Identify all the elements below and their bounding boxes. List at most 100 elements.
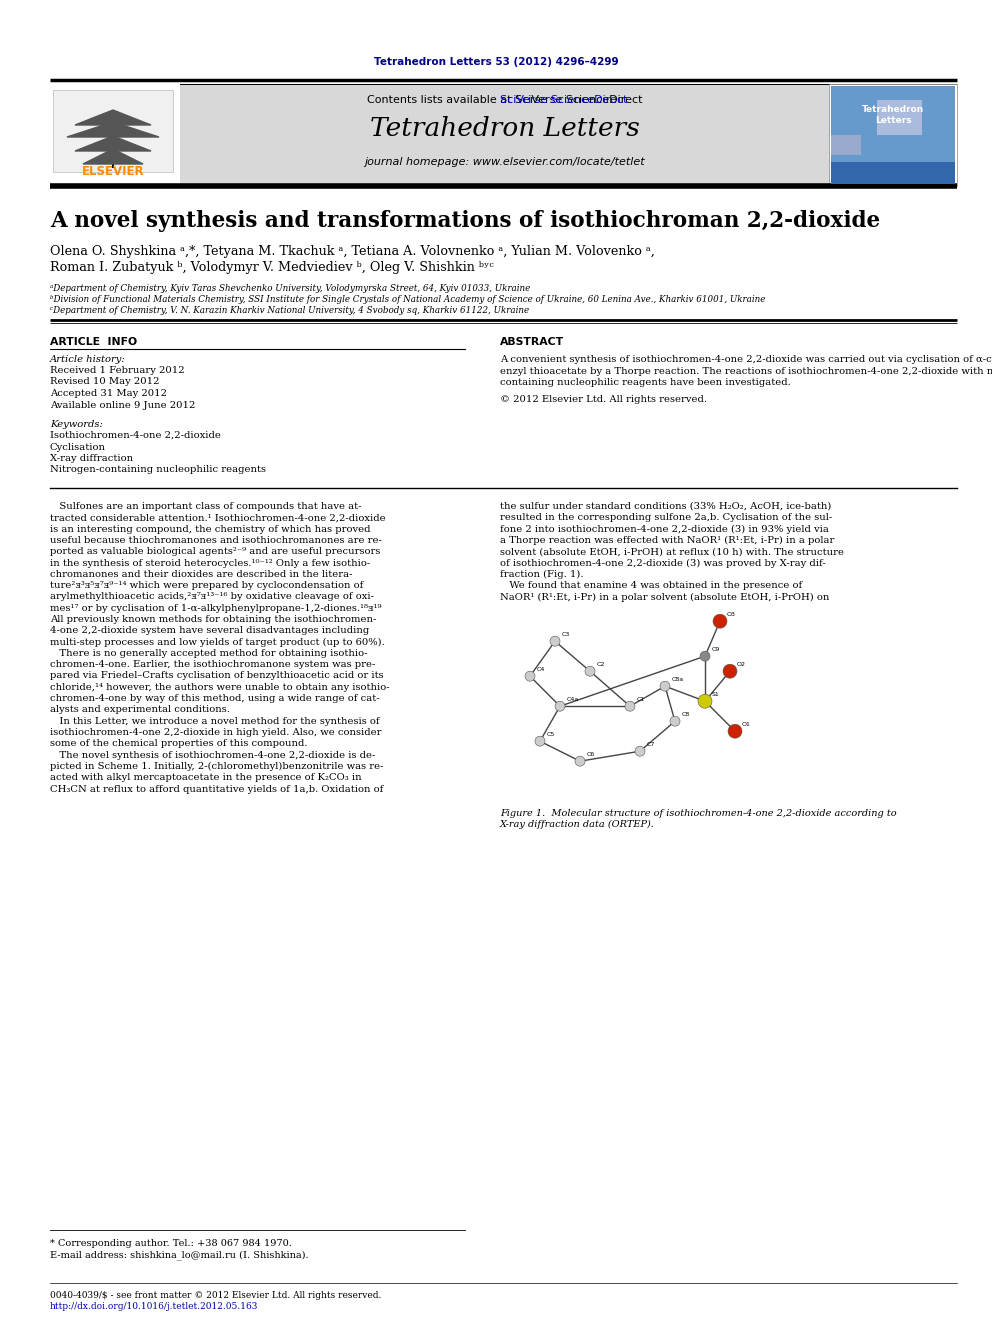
Text: the sulfur under standard conditions (33% H₂O₂, AcOH, ice-bath): the sulfur under standard conditions (33… bbox=[500, 501, 831, 511]
Text: ABSTRACT: ABSTRACT bbox=[500, 337, 564, 347]
Bar bbox=[831, 135, 861, 155]
Text: ᵃDepartment of Chemistry, Kyiv Taras Shevchenko University, Volodymyrska Street,: ᵃDepartment of Chemistry, Kyiv Taras She… bbox=[50, 284, 531, 292]
Text: a Thorpe reaction was effected with NaOR¹ (R¹:Et, i-Pr) in a polar: a Thorpe reaction was effected with NaOR… bbox=[500, 536, 834, 545]
Bar bbox=[831, 161, 955, 184]
Text: There is no generally accepted method for obtaining isothio-: There is no generally accepted method fo… bbox=[50, 648, 367, 658]
Text: of isothiochromen-4-one 2,2-dioxide (3) was proved by X-ray dif-: of isothiochromen-4-one 2,2-dioxide (3) … bbox=[500, 558, 825, 568]
Text: C2: C2 bbox=[597, 663, 605, 667]
Text: is an interesting compound, the chemistry of which has proved: is an interesting compound, the chemistr… bbox=[50, 525, 370, 533]
Text: Olena O. Shyshkina ᵃ,*, Tetyana M. Tkachuk ᵃ, Tetiana A. Volovnenko ᵃ, Yulian M.: Olena O. Shyshkina ᵃ,*, Tetyana M. Tkach… bbox=[50, 245, 655, 258]
Circle shape bbox=[550, 636, 560, 646]
Text: C4: C4 bbox=[537, 667, 546, 672]
Text: Isothiochromen-4-one 2,2-dioxide: Isothiochromen-4-one 2,2-dioxide bbox=[50, 431, 221, 441]
Text: E-mail address: shishkina_lo@mail.ru (I. Shishkina).: E-mail address: shishkina_lo@mail.ru (I.… bbox=[50, 1250, 309, 1259]
Text: Roman I. Zubatyuk ᵇ, Volodymyr V. Medviediev ᵇ, Oleg V. Shishkin ᵇʸᶜ: Roman I. Zubatyuk ᵇ, Volodymyr V. Medvie… bbox=[50, 261, 494, 274]
Circle shape bbox=[555, 701, 565, 712]
Text: Tetrahedron Letters 53 (2012) 4296–4299: Tetrahedron Letters 53 (2012) 4296–4299 bbox=[374, 57, 618, 67]
Text: S1: S1 bbox=[712, 692, 720, 697]
Text: mes¹⁷ or by cyclisation of 1-α-alkylphenylpropane-1,2-diones.¹⁸ⱻ¹⁹: mes¹⁷ or by cyclisation of 1-α-alkylphen… bbox=[50, 603, 382, 613]
Text: C5: C5 bbox=[547, 732, 556, 737]
Text: O1: O1 bbox=[742, 722, 751, 728]
Bar bbox=[50, 83, 957, 187]
Circle shape bbox=[723, 664, 737, 679]
Text: arylmethylthioacetic acids,²ⱻ⁷ⱻ¹³⁻¹⁶ by oxidative cleavage of oxi-: arylmethylthioacetic acids,²ⱻ⁷ⱻ¹³⁻¹⁶ by … bbox=[50, 593, 374, 602]
Text: C8: C8 bbox=[682, 712, 690, 717]
Text: picted in Scheme 1. Initially, 2-(chloromethyl)benzonitrile was re-: picted in Scheme 1. Initially, 2-(chloro… bbox=[50, 762, 384, 771]
Circle shape bbox=[700, 651, 710, 662]
Text: alysts and experimental conditions.: alysts and experimental conditions. bbox=[50, 705, 230, 714]
Text: Accepted 31 May 2012: Accepted 31 May 2012 bbox=[50, 389, 167, 398]
Circle shape bbox=[713, 614, 727, 628]
Text: Sulfones are an important class of compounds that have at-: Sulfones are an important class of compo… bbox=[50, 501, 361, 511]
Bar bbox=[50, 83, 180, 187]
Circle shape bbox=[525, 671, 535, 681]
Circle shape bbox=[535, 736, 545, 746]
Text: Cyclisation: Cyclisation bbox=[50, 442, 106, 451]
Bar bbox=[831, 86, 955, 184]
Text: fraction (Fig. 1).: fraction (Fig. 1). bbox=[500, 570, 583, 579]
Text: SciVerse ScienceDirect: SciVerse ScienceDirect bbox=[500, 95, 627, 105]
Bar bbox=[829, 83, 957, 187]
Text: chromanones and their dioxides are described in the litera-: chromanones and their dioxides are descr… bbox=[50, 570, 352, 578]
Text: Received 1 February 2012: Received 1 February 2012 bbox=[50, 366, 185, 374]
Polygon shape bbox=[75, 110, 151, 124]
Text: C1: C1 bbox=[637, 697, 645, 703]
Polygon shape bbox=[75, 136, 151, 151]
Text: solvent (absolute EtOH, i-PrOH) at reflux (10 h) with. The structure: solvent (absolute EtOH, i-PrOH) at reflu… bbox=[500, 548, 844, 556]
Text: C9: C9 bbox=[712, 647, 720, 652]
Polygon shape bbox=[83, 149, 143, 164]
Text: 0040-4039/$ - see front matter © 2012 Elsevier Ltd. All rights reserved.: 0040-4039/$ - see front matter © 2012 El… bbox=[50, 1291, 381, 1301]
Text: ELSEVIER: ELSEVIER bbox=[81, 165, 144, 179]
Text: CH₃CN at reflux to afford quantitative yields of 1a,b. Oxidation of: CH₃CN at reflux to afford quantitative y… bbox=[50, 785, 383, 794]
Circle shape bbox=[625, 701, 635, 712]
Text: journal homepage: www.elsevier.com/locate/tetlet: journal homepage: www.elsevier.com/locat… bbox=[364, 157, 645, 167]
Text: pared via Friedel–Crafts cyclisation of benzylthioacetic acid or its: pared via Friedel–Crafts cyclisation of … bbox=[50, 672, 384, 680]
Text: useful because thiochromanones and isothiochromanones are re-: useful because thiochromanones and isoth… bbox=[50, 536, 382, 545]
Text: A convenient synthesis of isothiochromen-4-one 2,2-dioxide was carried out via c: A convenient synthesis of isothiochromen… bbox=[500, 355, 992, 364]
Text: enzyl thioacetate by a Thorpe reaction. The reactions of isothiochromen-4-one 2,: enzyl thioacetate by a Thorpe reaction. … bbox=[500, 366, 992, 376]
Text: chromen-4-one by way of this method, using a wide range of cat-: chromen-4-one by way of this method, usi… bbox=[50, 695, 380, 703]
Text: * Corresponding author. Tel.: +38 067 984 1970.: * Corresponding author. Tel.: +38 067 98… bbox=[50, 1240, 292, 1248]
Circle shape bbox=[728, 724, 742, 738]
Text: O2: O2 bbox=[737, 663, 746, 667]
Bar bbox=[877, 101, 922, 135]
Text: Keywords:: Keywords: bbox=[50, 419, 103, 429]
Text: tracted considerable attention.¹ Isothiochromen-4-one 2,2-dioxide: tracted considerable attention.¹ Isothio… bbox=[50, 513, 386, 523]
Text: in the synthesis of steroid heterocycles.¹⁰⁻¹² Only a few isothio-: in the synthesis of steroid heterocycles… bbox=[50, 558, 370, 568]
Text: fone 2 into isothiochromen-4-one 2,2-dioxide (3) in 93% yield via: fone 2 into isothiochromen-4-one 2,2-dio… bbox=[500, 525, 829, 533]
Text: A novel synthesis and transformations of isothiochroman 2,2-dioxide: A novel synthesis and transformations of… bbox=[50, 210, 880, 232]
Text: © 2012 Elsevier Ltd. All rights reserved.: © 2012 Elsevier Ltd. All rights reserved… bbox=[500, 396, 707, 404]
Text: chromen-4-one. Earlier, the isothiochromanone system was pre-: chromen-4-one. Earlier, the isothiochrom… bbox=[50, 660, 375, 669]
Text: We found that enamine 4 was obtained in the presence of: We found that enamine 4 was obtained in … bbox=[500, 581, 803, 590]
Text: ᶜDepartment of Chemistry, V. N. Karazin Kharkiv National University, 4 Svobody s: ᶜDepartment of Chemistry, V. N. Karazin … bbox=[50, 306, 529, 315]
Text: ture²ⱻ³ⱻ⁵ⱻ⁷ⱻ⁹⁻¹⁴ which were prepared by cyclocondensation of: ture²ⱻ³ⱻ⁵ⱻ⁷ⱻ⁹⁻¹⁴ which were prepared by … bbox=[50, 581, 363, 590]
Text: Available online 9 June 2012: Available online 9 June 2012 bbox=[50, 401, 195, 410]
Text: ᵇDivision of Functional Materials Chemistry, SSI Institute for Single Crystals o: ᵇDivision of Functional Materials Chemis… bbox=[50, 295, 766, 304]
Text: C8a: C8a bbox=[672, 677, 684, 683]
Polygon shape bbox=[67, 122, 159, 138]
Text: chloride,¹⁴ however, the authors were unable to obtain any isothio-: chloride,¹⁴ however, the authors were un… bbox=[50, 683, 390, 692]
Text: C3: C3 bbox=[562, 632, 570, 638]
Text: In this Letter, we introduce a novel method for the synthesis of: In this Letter, we introduce a novel met… bbox=[50, 717, 380, 726]
Text: isothiochromen-4-one 2,2-dioxide in high yield. Also, we consider: isothiochromen-4-one 2,2-dioxide in high… bbox=[50, 728, 382, 737]
Text: Article history:: Article history: bbox=[50, 355, 126, 364]
Text: Tetrahedron
Letters: Tetrahedron Letters bbox=[862, 106, 925, 124]
Bar bbox=[53, 90, 173, 172]
Text: C7: C7 bbox=[647, 742, 656, 747]
Text: C4a: C4a bbox=[567, 697, 579, 703]
Text: NaOR¹ (R¹:Et, i-Pr) in a polar solvent (absolute EtOH, i-PrOH) on: NaOR¹ (R¹:Et, i-Pr) in a polar solvent (… bbox=[500, 593, 829, 602]
Text: The novel synthesis of isothiochromen-4-one 2,2-dioxide is de-: The novel synthesis of isothiochromen-4-… bbox=[50, 750, 375, 759]
Text: containing nucleophilic reagents have been investigated.: containing nucleophilic reagents have be… bbox=[500, 378, 791, 388]
Text: multi-step processes and low yields of target product (up to 60%).: multi-step processes and low yields of t… bbox=[50, 638, 385, 647]
Text: All previously known methods for obtaining the isothiochromen-: All previously known methods for obtaini… bbox=[50, 615, 376, 624]
Text: ported as valuable biological agents²⁻⁹ and are useful precursors: ported as valuable biological agents²⁻⁹ … bbox=[50, 548, 380, 556]
Circle shape bbox=[670, 716, 680, 726]
Circle shape bbox=[585, 667, 595, 676]
Text: some of the chemical properties of this compound.: some of the chemical properties of this … bbox=[50, 740, 308, 749]
Text: resulted in the corresponding sulfone 2a,b. Cyclisation of the sul-: resulted in the corresponding sulfone 2a… bbox=[500, 513, 832, 523]
Circle shape bbox=[660, 681, 670, 691]
Circle shape bbox=[575, 757, 585, 766]
Text: X-ray diffraction: X-ray diffraction bbox=[50, 454, 133, 463]
Circle shape bbox=[698, 695, 712, 708]
Text: X-ray diffraction data (ORTEP).: X-ray diffraction data (ORTEP). bbox=[500, 820, 655, 828]
